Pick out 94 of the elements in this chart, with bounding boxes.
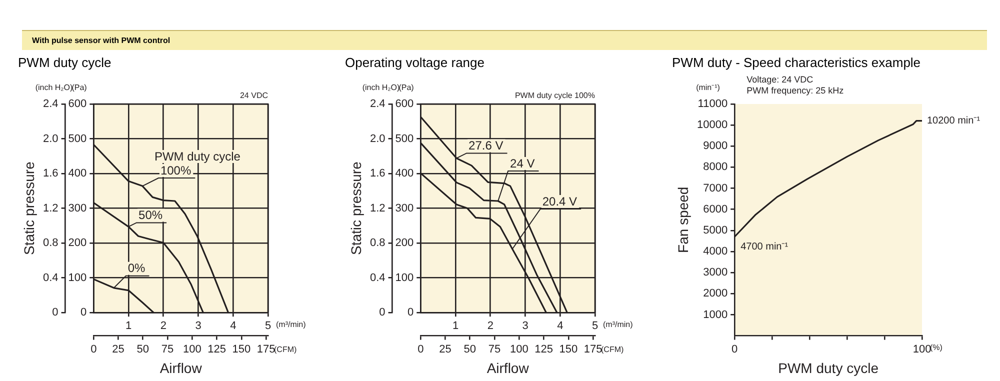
y2-tick-label: 500 [395,132,414,145]
annotation: 10200 min⁻¹ [927,116,981,127]
text: (%) [930,343,943,352]
y-tick-label: 1000 [703,308,728,321]
chart-title: PWM duty - Speed characteristics example [672,54,922,72]
y2-tick-label: 0 [80,306,87,319]
y-tick-label: 2000 [703,288,728,300]
x-tick-label: 2 [160,320,166,332]
y-tick-label: 11000 [698,98,728,110]
series-label: 100% [160,163,192,178]
series-label: 27.6 V [468,138,504,153]
text: (m³/min) [276,320,306,329]
text: PWM frequency: 25 kHz [746,85,844,96]
y-tick-label: 0 [379,306,386,319]
y2-tick-label: 0 [408,306,414,319]
chart-title: PWM duty cycle [18,54,112,72]
x2-tick-label: 175 [256,343,276,356]
x2-tick-label: 125 [534,343,553,356]
x2-tick-label: 25 [439,343,452,356]
y2-tick-label: 600 [68,98,87,110]
text: PWM duty cycle 100% [514,91,595,100]
chart-title: Operating voltage range [345,54,486,72]
x-tick-label: 4 [230,320,236,332]
y-tick-label: 9000 [703,140,728,152]
series-label: 0% [128,261,146,276]
y-tick-label: 0.8 [370,237,386,250]
y-axis-title: Fan speed [674,186,691,253]
x-axis-title: Airflow [486,360,530,376]
x2-tick-label: 50 [136,343,150,356]
x-tick-label: 1 [125,320,132,332]
y2-tick-label: 500 [68,132,87,145]
legend-label: 24 V [510,156,535,170]
y-tick-label: 2.4 [42,98,58,110]
y2-tick-label: 600 [395,98,414,110]
y-tick-label: 1.6 [42,168,58,180]
annotation: 4700 min⁻¹ [740,242,789,253]
y2-tick-label: 100 [68,272,87,284]
text: (inch H₂O) [35,83,73,92]
y-tick-label: 7000 [703,182,728,194]
x-axis-title: PWM duty cycle [778,360,879,376]
legend-title: PWM duty cycle [154,149,241,164]
y-axis-title: Static pressure [20,161,37,255]
y-tick-label: 0 [52,306,58,319]
x2-tick-label: 175 [584,343,602,356]
y2-tick-label: 200 [68,237,87,250]
y-tick-label: 1.2 [370,202,386,214]
y-tick-label: 2.4 [370,98,386,110]
x-tick-label: 3 [522,320,528,332]
y-tick-label: 8000 [703,161,728,174]
y-tick-label: 0.4 [42,272,58,284]
y-tick-label: 2.0 [42,132,58,145]
x2-tick-label: 50 [464,343,476,356]
y2-tick-label: 400 [68,168,87,180]
y-axis-title: Static pressure [348,161,364,255]
x2-axis-title: (CFM) [601,345,624,354]
text: 24 VDC [240,91,268,100]
y-tick-label: 1.2 [42,202,58,214]
y-tick-label: 3000 [703,266,728,279]
text: (inch H₂O) [362,83,400,92]
y2-tick-label: 300 [68,202,87,214]
x2-tick-label: 150 [559,343,578,356]
x2-tick-label: 75 [488,343,501,356]
x2-tick-label: 125 [208,343,226,356]
y-tick-label: 6000 [703,203,728,216]
chart-subtitle: With pulse sensor with PWM control [22,30,987,50]
text: (min⁻¹) [696,83,720,92]
series-label: 50% [138,208,163,222]
text: Voltage: 24 VDC [746,74,814,84]
y-tick-label: 10000 [696,119,728,132]
y-tick-label: 1.6 [370,168,386,180]
y2-tick-label: 400 [395,168,414,180]
x2-tick-label: 150 [232,343,251,356]
text: 20.4 V [542,194,578,208]
x-tick-label: 5 [264,320,272,332]
x2-tick-label: 25 [112,343,124,356]
y-tick-label: 2.0 [370,132,386,145]
x-axis-title: Airflow [160,360,203,376]
text: (m³/min) [603,320,634,329]
y2-axis-title: (Pa) [72,83,88,92]
x-tick-label: 2 [487,320,494,332]
x-tick-label: 4 [557,320,564,332]
y-tick-label: 4000 [703,246,728,258]
y2-axis-title: (Pa) [398,83,414,92]
y2-tick-label: 200 [395,237,414,250]
x2-axis-title: (CFM) [274,345,297,354]
x-tick-label: 3 [195,320,202,332]
y-tick-label: 5000 [703,224,728,236]
x-tick-label: 1 [452,320,459,332]
y2-tick-label: 300 [395,202,414,214]
y-tick-label: 0.8 [42,237,58,250]
x2-tick-label: 75 [161,343,174,356]
x-tick-label: 5 [592,320,598,332]
y2-tick-label: 100 [395,272,414,284]
y-tick-label: 0.4 [370,272,386,284]
